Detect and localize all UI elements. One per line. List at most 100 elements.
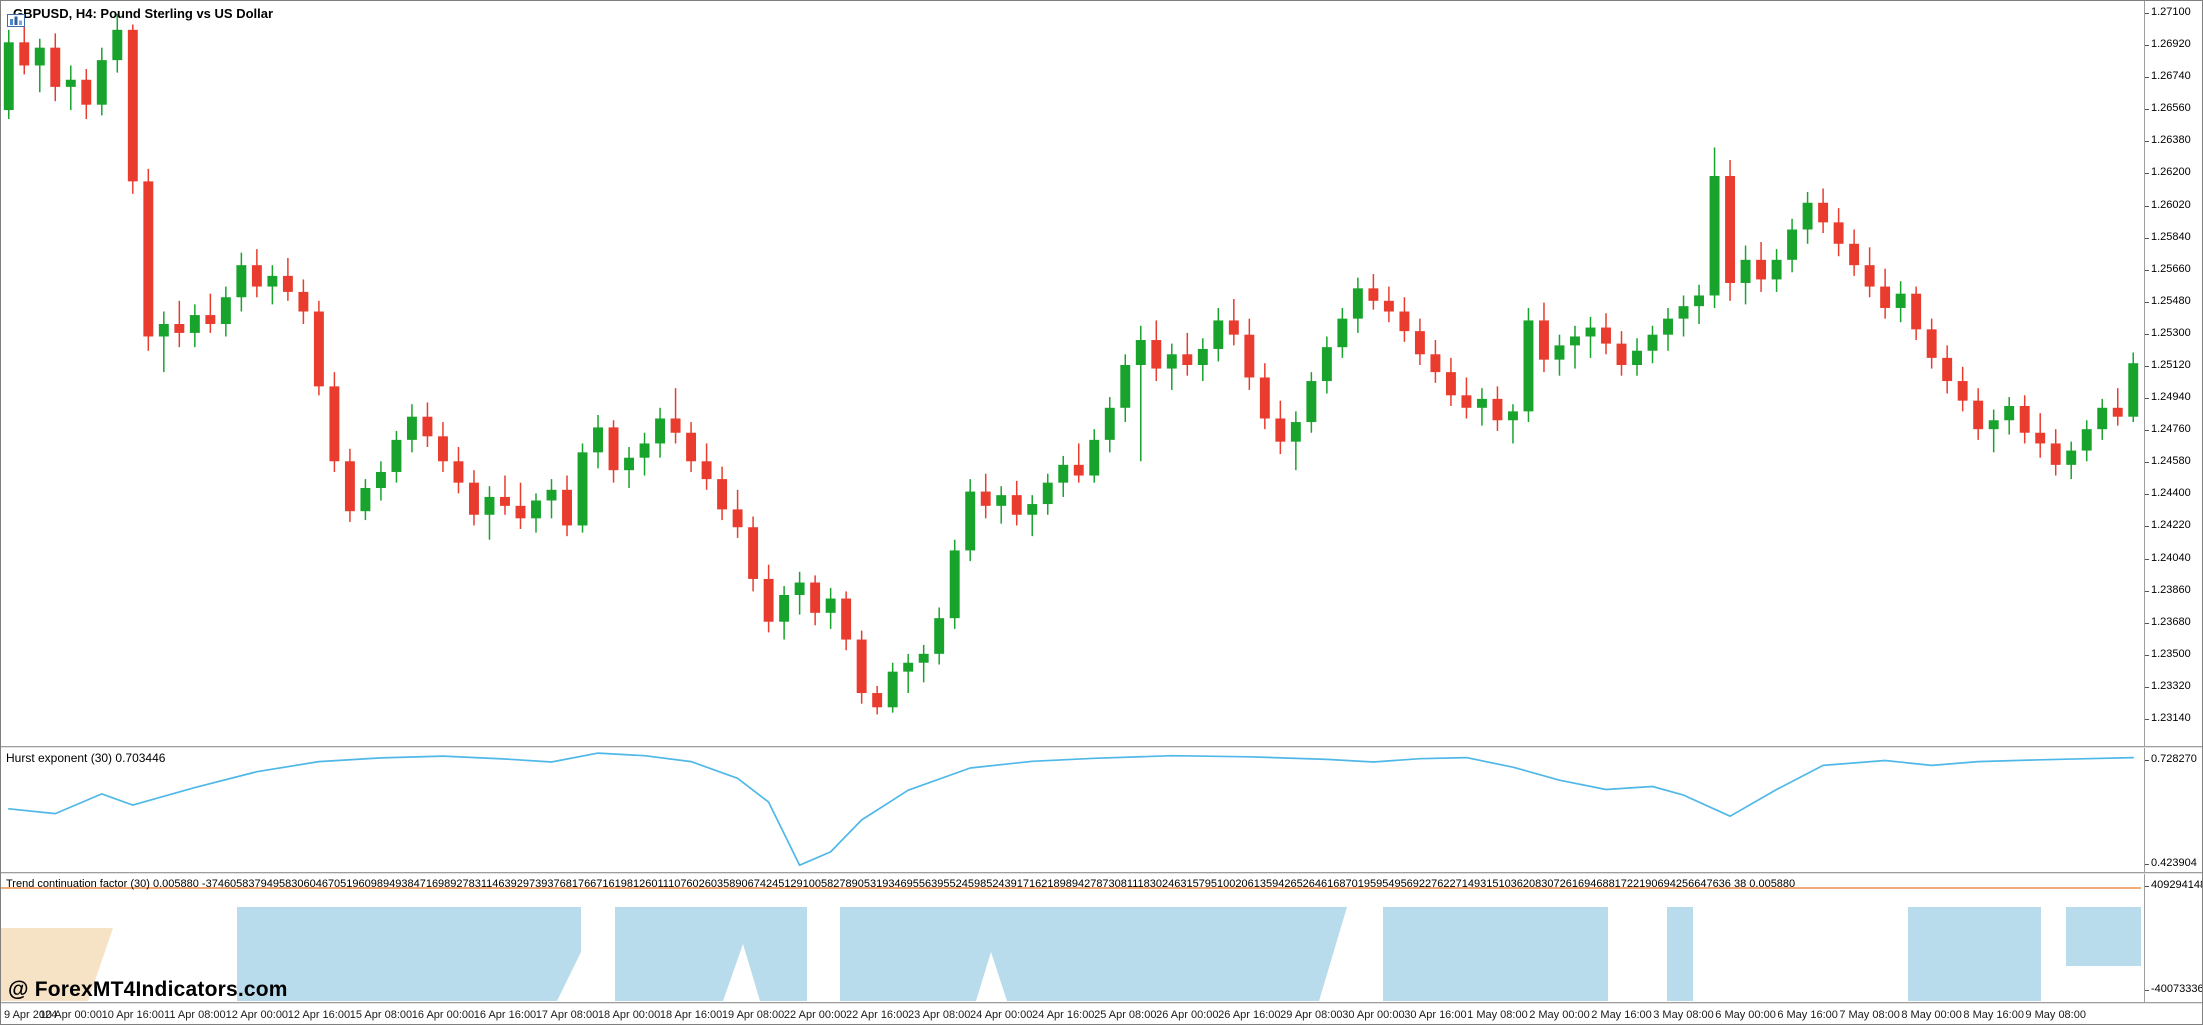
candle (1368, 288, 1379, 301)
candle (577, 452, 588, 526)
candle (841, 598, 852, 640)
symbol-label: GBPUSD, H4: Pound Sterling vs US Dollar (13, 6, 274, 21)
candle (686, 432, 697, 462)
time-axis[interactable]: 9 Apr 2024 10 Apr 00:00 10 Apr 16:00 11 Apr… (1, 1004, 2202, 1024)
candle (980, 491, 991, 506)
candle (918, 653, 929, 663)
candle (1166, 354, 1177, 369)
candle (655, 418, 666, 444)
candle (1709, 176, 1720, 296)
hurst-line (7, 752, 2135, 867)
candle (1414, 331, 1425, 355)
pane-separator[interactable] (1, 746, 2202, 748)
candle (1554, 345, 1565, 360)
candle (1306, 381, 1317, 423)
candle (1570, 336, 1580, 346)
price-scale-label: 1.26380 (2145, 134, 2191, 147)
candle (965, 491, 976, 551)
candle (996, 495, 1007, 506)
candle (1849, 243, 1860, 266)
price-chart-canvas[interactable] (1, 1, 2144, 746)
tcf-pane-canvas[interactable] (1, 874, 2144, 1002)
candle (205, 315, 216, 324)
candle (1864, 265, 1875, 287)
tcf-negative-area (1, 928, 113, 1001)
time-scale-label: 15 Apr 08:00 (349, 1009, 413, 1021)
price-scale-label: 1.24580 (2145, 455, 2191, 468)
candle (562, 489, 572, 526)
time-scale-label: 17 Apr 08:00 (535, 1009, 599, 1021)
candle (593, 427, 603, 453)
candle (313, 311, 324, 387)
candle (1507, 411, 1518, 421)
candle (1011, 495, 1022, 515)
hurst-pane-canvas[interactable] (1, 748, 2144, 872)
pane-separator[interactable] (1, 872, 2202, 874)
candle (1585, 327, 1596, 337)
candle (3, 42, 14, 111)
candle (1151, 340, 1162, 369)
candle (1182, 354, 1193, 365)
time-scale-label: 30 Apr 16:00 (1404, 1009, 1467, 1021)
candle (1476, 398, 1487, 408)
time-scale-label: 23 Apr 08:00 (907, 1009, 971, 1021)
pane-separator[interactable] (1, 1002, 2202, 1004)
candle (112, 29, 123, 61)
candle (1213, 320, 1224, 349)
candle (437, 436, 448, 462)
candle (1756, 259, 1767, 280)
time-scale-label: 24 Apr 00:00 (970, 1009, 1033, 1021)
time-scale-label: 12 Apr 16:00 (287, 1009, 351, 1021)
candle (1337, 318, 1348, 348)
price-scale-label: 1.23860 (2145, 583, 2191, 596)
candle (143, 181, 154, 337)
price-scale-label: 1.24400 (2145, 487, 2191, 500)
price-scale-label: 1.24040 (2145, 551, 2191, 564)
time-scale-label: 6 May 16:00 (1777, 1009, 1838, 1021)
candle (763, 578, 774, 622)
candle (251, 265, 262, 287)
candle (1321, 347, 1332, 382)
candle (1678, 306, 1689, 319)
time-scale-label: 22 Apr 16:00 (845, 1009, 909, 1021)
candle (2004, 406, 2015, 421)
time-scale-label: 22 Apr 00:00 (783, 1009, 847, 1021)
price-scale-label: 1.25480 (2145, 294, 2191, 307)
candle (639, 443, 650, 458)
candle (50, 47, 61, 87)
time-scale-label: 1 May 08:00 (1467, 1009, 1528, 1021)
time-scale-label: 24 Apr 16:00 (1032, 1009, 1095, 1021)
candle (1461, 395, 1472, 408)
candle (1135, 340, 1146, 365)
price-scale-label: 1.25120 (2145, 359, 2191, 371)
candle (329, 386, 340, 462)
candle (949, 550, 960, 619)
candle (515, 505, 526, 519)
price-scale-label: 1.26560 (2145, 102, 2191, 115)
candle (1228, 320, 1239, 335)
candle (1104, 407, 1115, 440)
candle (1383, 300, 1394, 312)
candle (500, 496, 510, 506)
time-scale-label: 10 Apr 00:00 (39, 1009, 102, 1021)
candle (810, 582, 821, 613)
price-scale-label: 1.27100 (2145, 6, 2191, 18)
time-scale-label: 30 Apr 00:00 (1342, 1009, 1405, 1021)
candle (1771, 259, 1782, 280)
candle (1073, 464, 1084, 476)
watermark: @ ForexMT4Indicators.com (8, 978, 288, 1001)
hurst-indicator-name: Hurst exponent (30) (6, 751, 113, 765)
price-scale-label: 1.26200 (2145, 166, 2191, 179)
candle (608, 427, 619, 471)
time-scale-label: 29 Apr 08:00 (1280, 1009, 1343, 1021)
candle (469, 482, 479, 515)
time-scale-label: 16 Apr 00:00 (411, 1009, 475, 1021)
candle (189, 315, 200, 333)
time-scale-label: 3 May 08:00 (1653, 1009, 1714, 1021)
candle (1042, 482, 1053, 505)
time-scale-label: 19 Apr 08:00 (721, 1009, 785, 1021)
candle (81, 79, 92, 105)
tcf-scale-min: -4007333620 (2145, 983, 2202, 995)
candle (1539, 320, 1549, 360)
price-scale[interactable]: 1.27100 1.26920 1.26740 1.26560 1.26380 1.262… (2144, 1, 2202, 1004)
